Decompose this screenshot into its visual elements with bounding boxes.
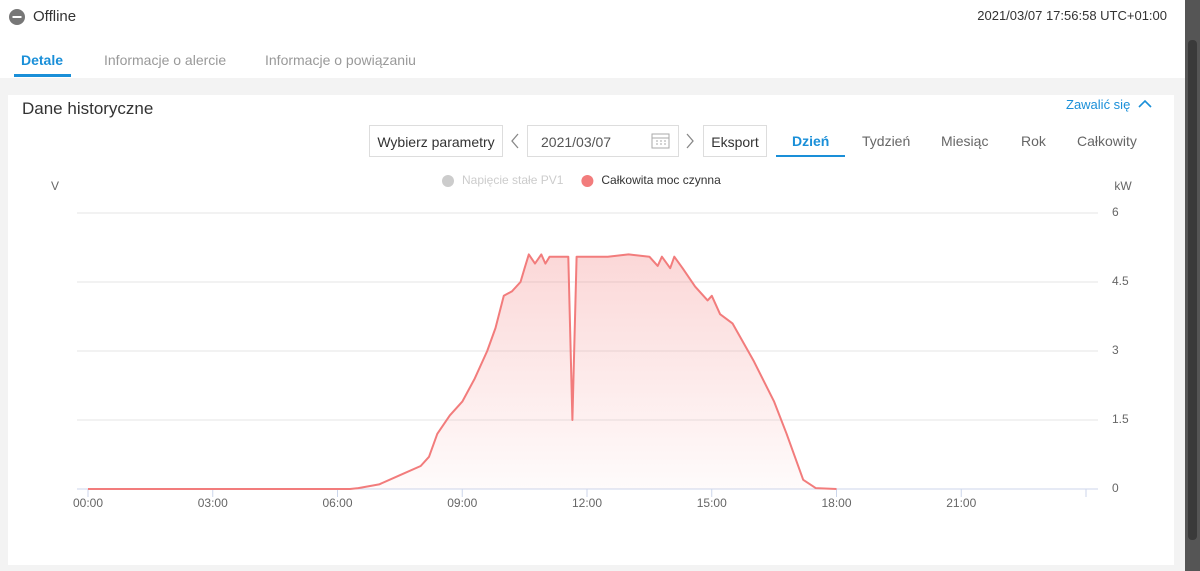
chevron-up[interactable]	[1137, 97, 1153, 111]
legend-label: Całkowita moc czynna	[601, 173, 721, 187]
y-axis-label: V	[51, 179, 59, 193]
status-icon	[9, 9, 25, 25]
y2-axis-label: kW	[1114, 179, 1132, 193]
x-tick-label: 12:00	[572, 496, 602, 510]
export-button[interactable]: Eksport	[703, 125, 767, 157]
tab-underline	[14, 74, 71, 77]
next-button[interactable]	[681, 131, 699, 151]
legend-label: Napięcie stałe PV1	[462, 173, 564, 187]
collapse[interactable]: Zawalić się	[1066, 97, 1131, 112]
legend-marker	[442, 175, 454, 187]
period-underline	[776, 155, 845, 157]
x-tick-label: 18:00	[821, 496, 851, 510]
period-tab[interactable]: Miesiąc	[941, 133, 989, 149]
x-tick-label: 06:00	[322, 496, 352, 510]
x-tick-label: 15:00	[697, 496, 727, 510]
panel-title: Dane historyczne	[22, 99, 154, 118]
x-tick-label: 09:00	[447, 496, 477, 510]
period-tab[interactable]: Rok	[1021, 133, 1046, 149]
period-tab[interactable]: Całkowity	[1077, 133, 1137, 149]
tab[interactable]: Informacje o powiązaniu	[265, 52, 416, 68]
scrollbar-thumb	[1188, 40, 1197, 540]
period-tab[interactable]: Tydzień	[862, 133, 911, 149]
y2-tick-label: 6	[1112, 205, 1119, 219]
x-tick-label: 00:00	[73, 496, 103, 510]
y2-tick-label: 1.5	[1112, 412, 1129, 426]
tab[interactable]: Detale	[21, 52, 64, 68]
status: Offline	[33, 8, 77, 25]
period-tab[interactable]: Dzień	[792, 133, 830, 149]
date-input[interactable]: 2021/03/07	[527, 125, 679, 157]
line	[88, 253, 837, 490]
prev-button[interactable]	[506, 131, 524, 151]
header	[0, 0, 1185, 78]
parameters-button[interactable]: Wybierz parametry	[369, 125, 503, 157]
y2-tick-label: 4.5	[1112, 274, 1129, 288]
legend-marker	[581, 175, 594, 187]
y2-tick-label: 3	[1112, 343, 1119, 357]
calendar-icon	[651, 133, 670, 149]
x-tick-label: 21:00	[946, 496, 976, 510]
area	[88, 254, 837, 489]
tab[interactable]: Informacje o alercie	[104, 52, 227, 68]
x-tick-label: 03:00	[198, 496, 228, 510]
y2-tick-label: 0	[1112, 481, 1119, 495]
timestamp: 2021/03/07 17:56:58 UTC+01:00	[977, 8, 1167, 23]
